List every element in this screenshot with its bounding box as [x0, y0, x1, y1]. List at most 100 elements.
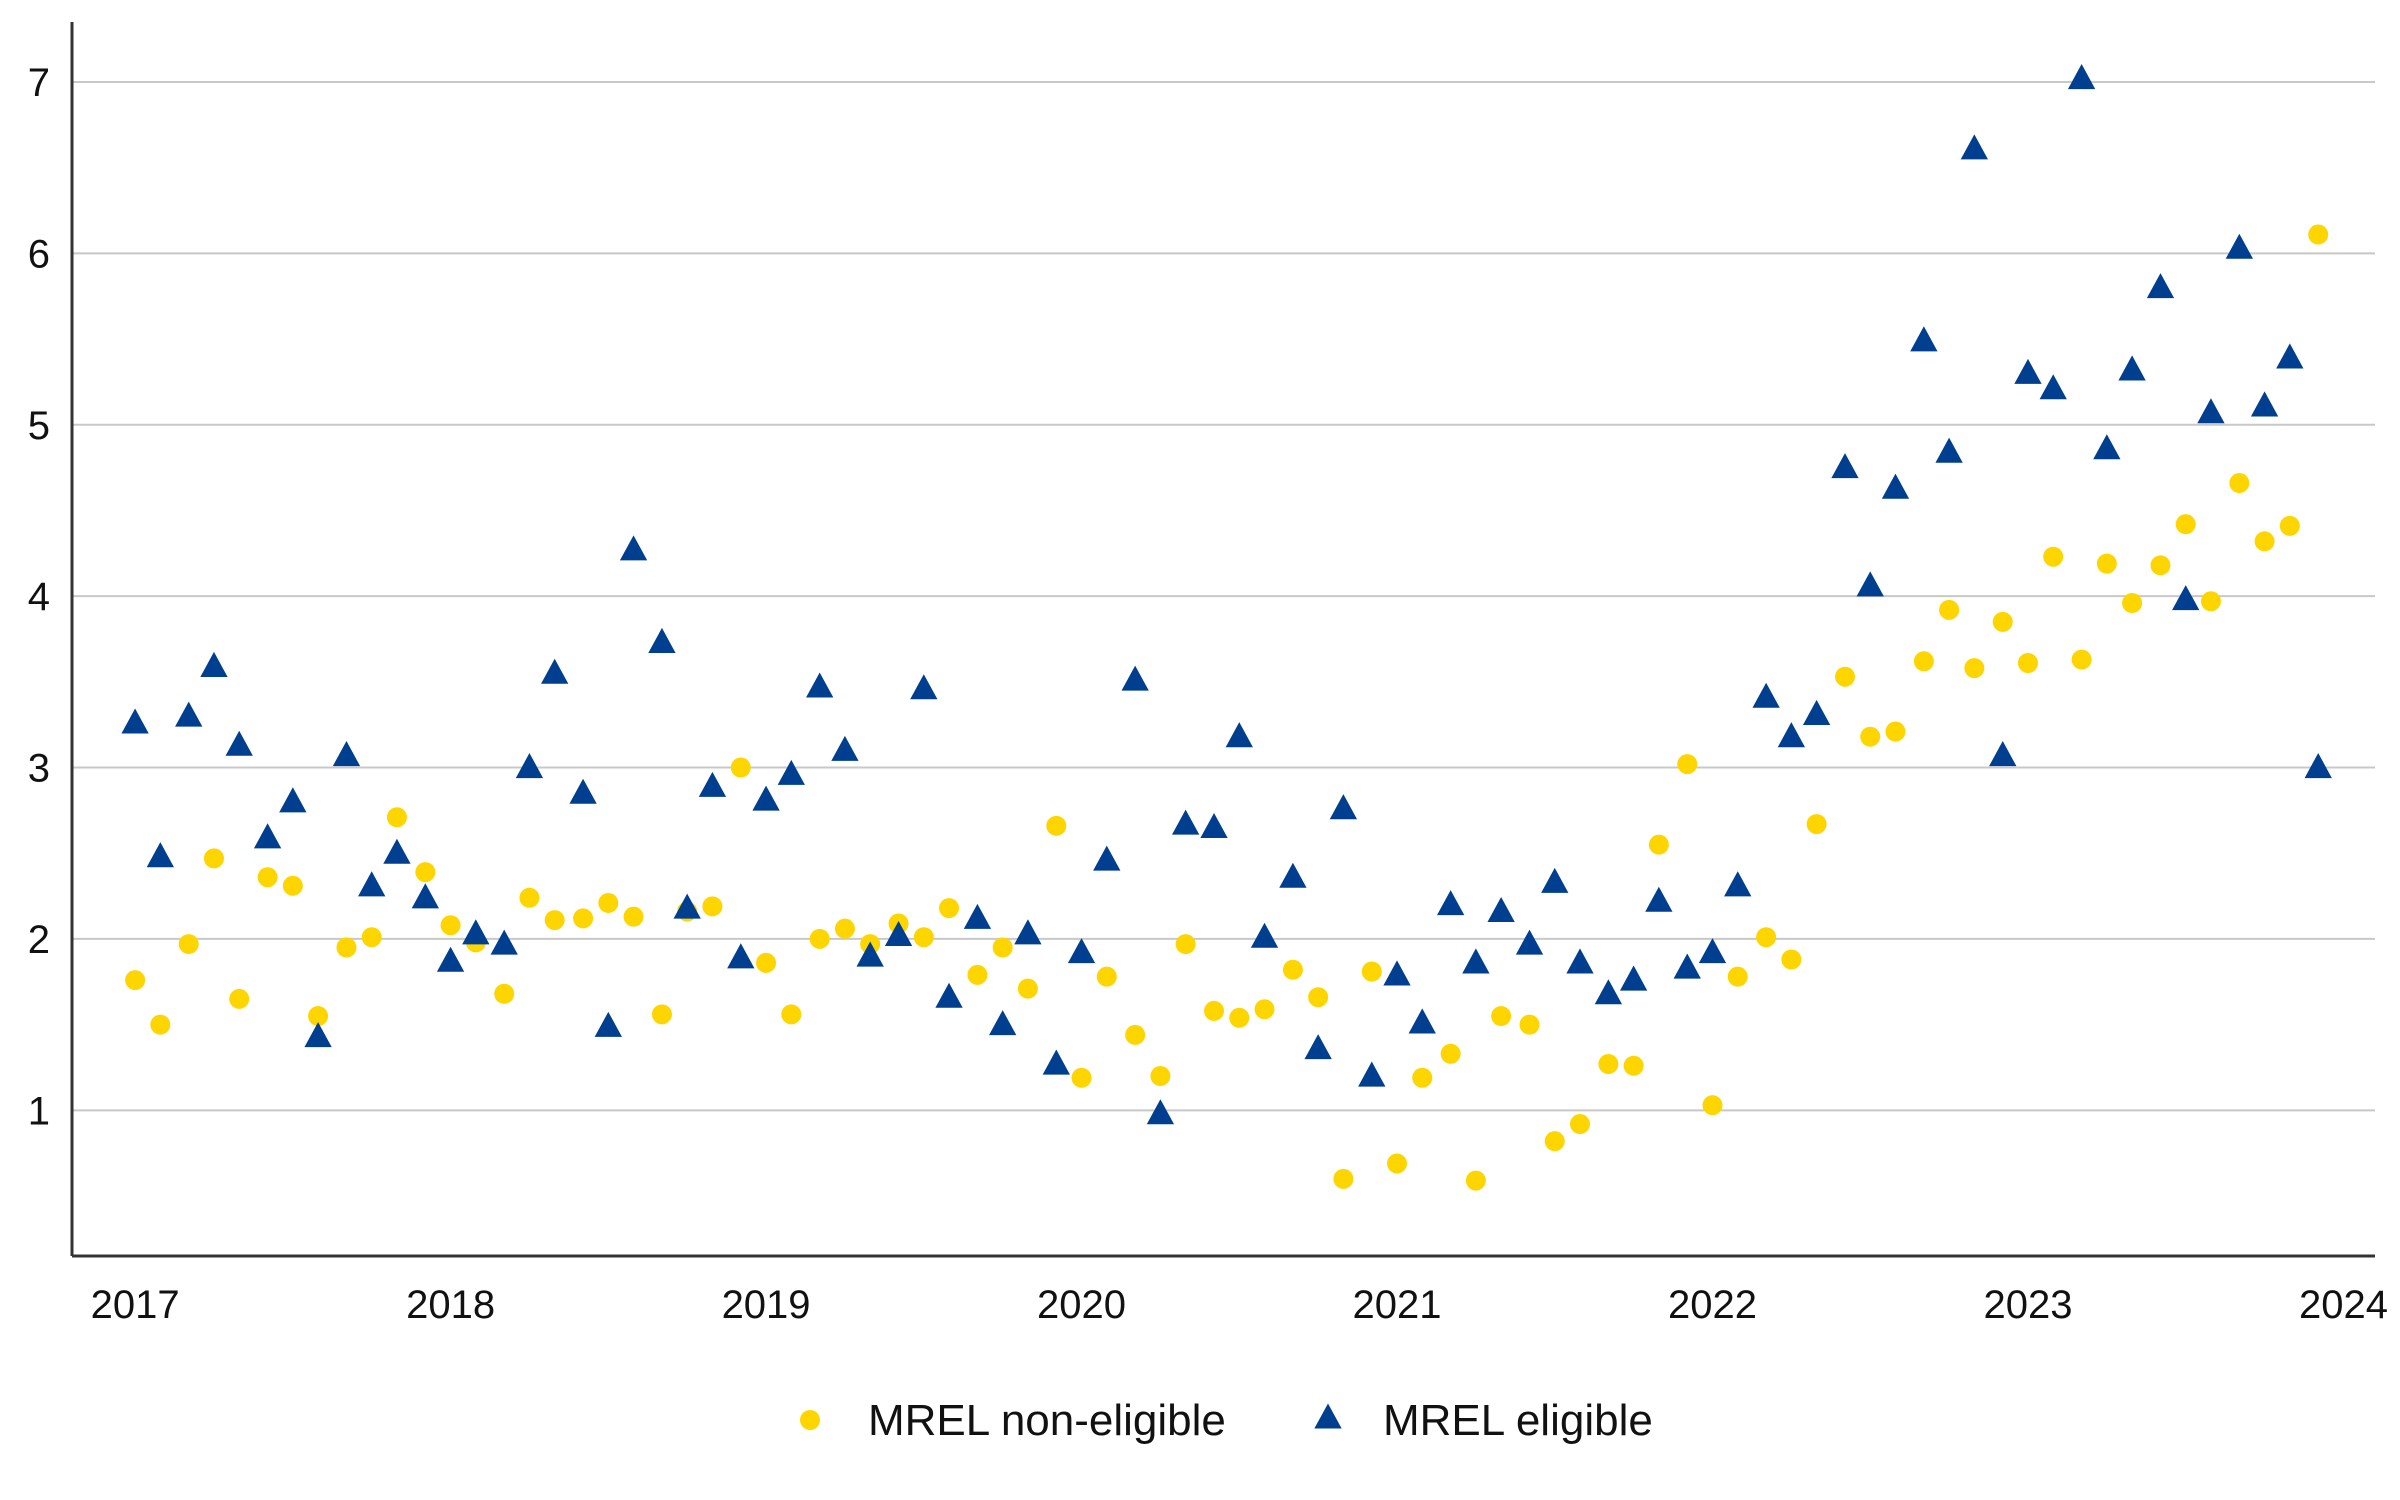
point-eligible-23 [727, 943, 755, 969]
point-non-eligible-75 [2096, 553, 2117, 574]
point-non-eligible-3 [203, 848, 224, 869]
point-non-eligible-0 [125, 970, 146, 991]
y-tick-label-6: 6 [28, 232, 50, 276]
point-non-eligible-55 [1569, 1114, 1590, 1135]
point-eligible-81 [2250, 391, 2279, 417]
point-eligible-16 [541, 658, 569, 684]
point-non-eligible-46 [1333, 1168, 1354, 1189]
point-non-eligible-38 [1125, 1024, 1146, 1045]
point-eligible-18 [594, 1011, 622, 1037]
point-non-eligible-26 [809, 928, 830, 949]
gridlines [72, 80, 2375, 1112]
point-eligible-43 [1250, 922, 1279, 948]
point-non-eligible-66 [1860, 726, 1881, 747]
point-eligible-60 [1698, 938, 1727, 964]
point-eligible-33 [989, 1010, 1017, 1036]
x-tick-label-2019: 2019 [722, 1283, 811, 1327]
point-eligible-74 [2067, 64, 2096, 90]
point-eligible-62 [1752, 682, 1780, 708]
x-tick-label-2018: 2018 [406, 1283, 495, 1327]
point-eligible-38 [1121, 665, 1149, 691]
y-tick-label-2: 2 [28, 918, 50, 962]
point-eligible-22 [698, 771, 727, 797]
point-non-eligible-35 [1046, 815, 1067, 836]
point-eligible-40 [1171, 809, 1200, 835]
point-non-eligible-73 [2043, 546, 2064, 567]
point-non-eligible-79 [2200, 591, 2221, 612]
point-eligible-59 [1673, 953, 1701, 979]
point-eligible-65 [1831, 453, 1859, 479]
point-non-eligible-69 [1939, 599, 1960, 620]
point-eligible-3 [200, 651, 228, 677]
point-eligible-26 [806, 672, 834, 698]
point-non-eligible-76 [2122, 593, 2143, 614]
point-non-eligible-71 [1992, 611, 2013, 632]
y-tick-label-5: 5 [28, 404, 50, 448]
point-non-eligible-39 [1150, 1066, 1171, 1087]
axes [70, 22, 2375, 1258]
point-non-eligible-77 [2150, 555, 2171, 576]
y-tick-label-3: 3 [28, 747, 50, 791]
point-non-eligible-44 [1282, 959, 1303, 980]
point-non-eligible-43 [1254, 999, 1275, 1020]
point-non-eligible-5 [257, 867, 278, 888]
x-tick-labels: 2017 2018 2019 2020 2021 2022 2023 2024 [91, 1283, 2388, 1327]
point-non-eligible-48 [1387, 1153, 1408, 1174]
point-non-eligible-31 [939, 898, 960, 919]
point-non-eligible-23 [730, 757, 751, 778]
point-eligible-52 [1487, 897, 1515, 923]
point-non-eligible-4 [229, 988, 250, 1009]
point-non-eligible-54 [1544, 1131, 1565, 1152]
point-non-eligible-19 [623, 906, 644, 927]
point-eligible-46 [1329, 794, 1358, 820]
x-tick-label-2020: 2020 [1037, 1283, 1126, 1327]
point-eligible-27 [831, 735, 859, 761]
point-eligible-71 [1989, 741, 2017, 767]
point-eligible-6 [279, 787, 307, 813]
point-non-eligible-68 [1913, 651, 1934, 672]
point-eligible-72 [2014, 358, 2042, 384]
y-tick-label-7: 7 [28, 61, 50, 105]
point-eligible-80 [2225, 233, 2253, 259]
point-eligible-79 [2197, 398, 2225, 424]
legend-label-non-eligible: MREL non-eligible [868, 1396, 1226, 1445]
point-eligible-64 [1802, 699, 1831, 725]
point-non-eligible-16 [544, 910, 565, 931]
point-eligible-2 [175, 701, 203, 727]
point-eligible-61 [1724, 871, 1752, 897]
point-eligible-35 [1042, 1049, 1070, 1075]
point-eligible-15 [515, 753, 544, 779]
point-eligible-75 [2093, 434, 2121, 460]
point-eligible-19 [619, 535, 648, 561]
point-non-eligible-83 [2308, 224, 2329, 245]
point-eligible-36 [1067, 938, 1096, 964]
point-non-eligible-25 [781, 1004, 802, 1025]
legend-marker-non-eligible [800, 1410, 820, 1430]
point-eligible-44 [1279, 862, 1307, 888]
point-eligible-17 [569, 778, 597, 804]
point-non-eligible-7 [308, 1006, 329, 1027]
point-non-eligible-10 [386, 807, 407, 828]
point-eligible-73 [2039, 374, 2067, 400]
point-eligible-0 [121, 708, 149, 734]
point-non-eligible-59 [1677, 754, 1698, 775]
point-eligible-10 [383, 838, 411, 864]
point-eligible-68 [1910, 326, 1938, 352]
point-eligible-12 [436, 946, 465, 972]
point-non-eligible-81 [2254, 531, 2275, 552]
point-non-eligible-50 [1440, 1043, 1461, 1064]
point-non-eligible-57 [1623, 1055, 1644, 1076]
series-mrel-eligible [121, 64, 2332, 1125]
point-non-eligible-1 [150, 1014, 171, 1035]
point-non-eligible-70 [1964, 658, 1985, 679]
point-eligible-45 [1304, 1034, 1332, 1060]
point-eligible-41 [1200, 813, 1228, 839]
point-non-eligible-18 [598, 892, 619, 913]
point-eligible-24 [752, 785, 780, 811]
point-eligible-55 [1566, 948, 1594, 974]
point-eligible-29 [884, 920, 913, 947]
point-non-eligible-30 [913, 927, 934, 948]
point-non-eligible-53 [1519, 1014, 1540, 1035]
point-non-eligible-74 [2071, 649, 2092, 670]
